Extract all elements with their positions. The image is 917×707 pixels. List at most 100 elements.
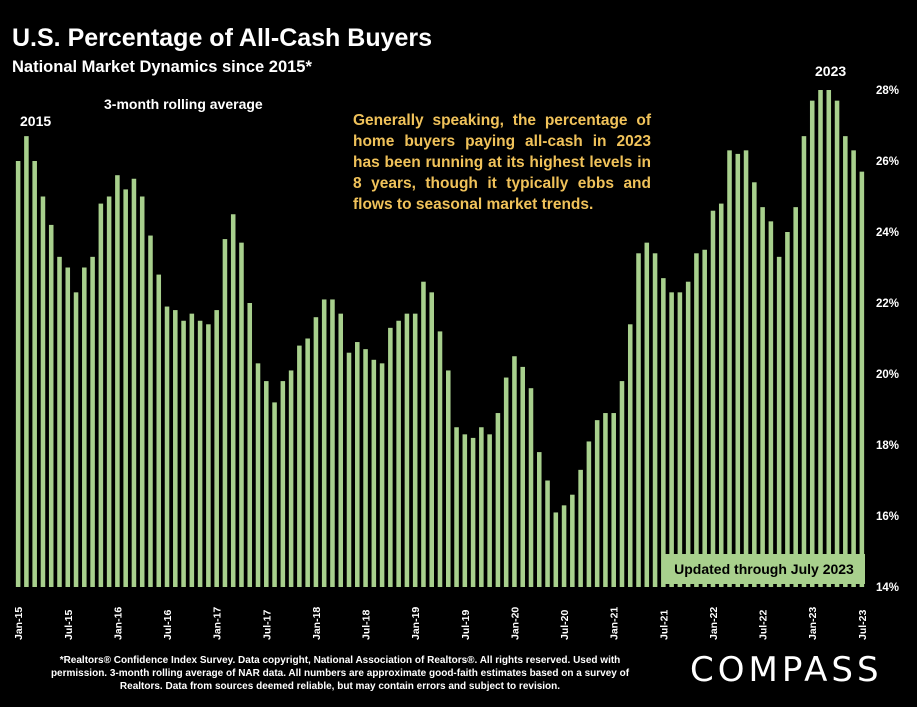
y-tick-label: 22%	[876, 298, 899, 310]
bar-Mar-16	[131, 178, 137, 587]
bar-May-23	[843, 136, 848, 587]
bar-Aug-18	[371, 359, 377, 587]
x-tick-label: Jul-18	[361, 609, 373, 640]
bar-Sep-18	[379, 363, 385, 587]
bar-Jun-16	[156, 274, 162, 587]
bar-Jan-20	[512, 356, 517, 587]
x-tick-label: Jan-16	[112, 607, 124, 640]
y-tick-label: 24%	[876, 227, 899, 239]
bar-Nov-22	[793, 207, 798, 587]
x-tick-label: Jan-20	[509, 607, 521, 640]
bar-Jan-21	[611, 413, 616, 587]
x-tick-label: Jul-19	[460, 609, 472, 640]
bar-Jun-23	[851, 150, 856, 587]
chart-subtitle: National Market Dynamics since 2015*	[12, 58, 312, 76]
bar-Nov-18	[396, 320, 401, 587]
x-tick-label: Jul-16	[162, 609, 174, 640]
bar-Apr-17	[239, 242, 244, 587]
x-tick-label: Jul-15	[63, 609, 75, 640]
bar-Mar-22	[727, 150, 732, 587]
bar-Nov-16	[197, 320, 203, 587]
x-tick-label: Jan-21	[609, 607, 621, 640]
bar-Sep-22	[776, 256, 782, 587]
bar-Oct-16	[189, 313, 195, 587]
bar-Jan-17	[214, 310, 219, 587]
bar-Aug-17	[272, 402, 277, 587]
bar-Feb-20	[520, 366, 525, 587]
bar-Apr-23	[834, 100, 840, 588]
updated-badge: Updated through July 2023	[663, 554, 865, 584]
x-tick-label: Jan-17	[212, 607, 224, 640]
bar-Dec-16	[206, 324, 211, 587]
bar-Jan-22	[710, 210, 716, 587]
bar-Dec-18	[404, 313, 410, 587]
bar-May-18	[346, 352, 352, 587]
bar-Aug-20	[570, 494, 575, 587]
bar-May-21	[644, 242, 650, 587]
bar-Jan-16	[115, 175, 120, 587]
bar-May-17	[247, 303, 253, 587]
bar-Apr-18	[338, 313, 344, 587]
x-tick-label: Jan-15	[13, 607, 25, 640]
bar-Jul-16	[164, 306, 170, 587]
bar-Sep-16	[181, 320, 186, 587]
bar-Dec-22	[801, 136, 807, 587]
bar-May-16	[148, 235, 153, 588]
bar-Oct-19	[487, 434, 492, 587]
bar-Aug-15	[73, 292, 79, 587]
y-tick-label: 14%	[876, 582, 899, 594]
bar-Feb-23	[818, 90, 823, 587]
bar-Jul-18	[363, 349, 368, 587]
y-tick-label: 26%	[876, 156, 899, 168]
x-tick-label: Jan-22	[708, 607, 720, 640]
bar-Dec-15	[106, 196, 112, 587]
bar-Jan-23	[809, 100, 815, 588]
bar-Dec-17	[305, 338, 310, 587]
bar-Apr-21	[636, 253, 641, 588]
bar-Nov-21	[694, 253, 699, 588]
bar-May-22	[743, 150, 749, 587]
bar-Jan-19	[412, 313, 418, 587]
y-axis-ticks: 14% 16% 18% 20% 22% 24% 26% 28%	[876, 85, 899, 594]
bar-Mar-19	[429, 292, 434, 587]
bar-Jan-15	[15, 161, 21, 587]
bar-Feb-22	[718, 203, 724, 587]
bar-Jun-18	[355, 342, 360, 587]
commentary-note: Generally speaking, the percentage of ho…	[353, 112, 651, 213]
bar-Feb-17	[222, 239, 228, 587]
bar-Jun-20	[553, 512, 559, 587]
bar-Jun-17	[255, 363, 261, 587]
footnote: *Realtors® Confidence Index Survey. Data…	[50, 655, 630, 692]
bar-Feb-15	[24, 136, 29, 587]
bar-Apr-19	[437, 331, 443, 587]
x-tick-label: Jul-20	[559, 609, 571, 640]
x-tick-label: Jan-23	[807, 607, 819, 640]
bar-Jul-20	[561, 505, 567, 587]
y-tick-label: 18%	[876, 440, 899, 452]
bar-Oct-21	[685, 281, 691, 587]
y-tick-label: 28%	[876, 85, 899, 97]
bar-Aug-21	[669, 292, 674, 587]
x-tick-label: Jan-19	[410, 607, 422, 640]
bar-Oct-22	[785, 232, 790, 587]
bar-Feb-16	[123, 189, 128, 587]
bar-Mar-17	[230, 214, 236, 587]
bar-Jul-15	[65, 267, 71, 587]
bar-Jul-19	[462, 434, 468, 587]
rolling-average-label: 3-month rolling average	[104, 96, 263, 112]
bar-Jun-21	[652, 253, 658, 588]
bar-Dec-20	[603, 413, 608, 587]
bar-Feb-18	[321, 299, 327, 587]
bar-Oct-20	[586, 441, 592, 587]
bar-Dec-19	[503, 377, 509, 587]
y-tick-label: 16%	[876, 511, 899, 523]
bar-Feb-19	[421, 281, 426, 587]
bar-Mar-21	[627, 324, 633, 587]
bar-Oct-17	[288, 370, 294, 587]
bar-Jun-15	[57, 256, 62, 587]
label-2015: 2015	[20, 113, 52, 129]
bar-May-19	[446, 370, 451, 587]
y-tick-label: 20%	[876, 369, 899, 381]
bar-Jul-17	[264, 381, 269, 587]
